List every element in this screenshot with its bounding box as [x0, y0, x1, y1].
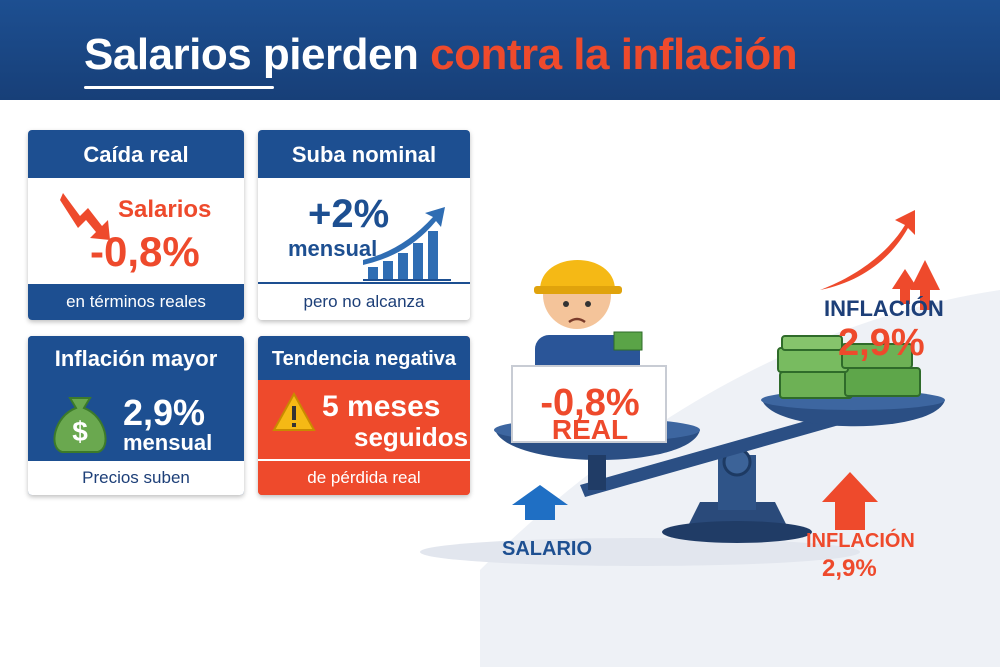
helmet	[540, 260, 615, 290]
illustration	[420, 210, 1000, 667]
money-bag: $	[53, 397, 107, 453]
trend-arrow	[820, 210, 915, 290]
card-unit: mensual	[123, 430, 213, 455]
card-footer: pero no alcanza	[258, 282, 470, 320]
svg-text:$: $	[72, 416, 88, 447]
card-figure: -0,8%	[90, 228, 200, 275]
up-arrow	[892, 269, 918, 304]
left-stem	[588, 455, 606, 490]
card-unit: seguidos	[354, 422, 469, 452]
title-highlight: contra la inflación	[430, 30, 798, 79]
warning-icon	[272, 392, 316, 431]
card-figure: 5 meses	[322, 390, 441, 423]
mouth	[568, 317, 586, 324]
card-title: Caída real	[28, 130, 244, 178]
card-figure: 2,9%	[123, 392, 206, 433]
sign-label: REAL	[551, 414, 629, 445]
inflation-arrow	[822, 472, 878, 530]
card: Caída real Salarios -0,8% en términos re…	[28, 130, 244, 320]
underline	[84, 86, 274, 89]
money	[777, 335, 921, 399]
card-unit: mensual	[288, 236, 378, 261]
inflation-title: INFLACIÓN	[824, 296, 944, 321]
up-arrow	[910, 260, 940, 310]
helmet-brim	[534, 286, 622, 294]
card-title: Tendencia negativa	[258, 336, 470, 380]
salario-arrow	[512, 485, 568, 520]
inflation-figure: 2,9%	[838, 322, 925, 364]
base-foot	[662, 521, 812, 543]
header	[0, 0, 1000, 100]
inflation-arrow-figure: 2,9%	[822, 555, 877, 582]
card-figure: +2%	[308, 192, 390, 236]
sign	[511, 365, 667, 443]
card-title: Suba nominal	[258, 130, 470, 178]
eye	[563, 301, 569, 307]
sign-figure: -0,8%	[540, 382, 640, 424]
card: Inflación mayor $ 2,9% mensual Precios s…	[28, 336, 244, 495]
growth-bars	[363, 207, 451, 281]
inflation-arrow-title: INFLACIÓN	[806, 530, 915, 552]
salario-label: SALARIO	[502, 538, 592, 560]
eye	[585, 301, 591, 307]
down-arrow	[60, 193, 110, 240]
title: Salarios pierden contra la inflación	[84, 30, 798, 80]
card-footer: en términos reales	[28, 284, 244, 320]
shadow	[420, 538, 860, 566]
bill	[613, 331, 643, 351]
card-subject: Salarios	[118, 196, 212, 223]
card: Suba nominal +2% mensual pero no alcanza	[258, 130, 470, 320]
card-title: Inflación mayor	[28, 336, 244, 380]
title-part: Salarios pierden	[84, 30, 419, 79]
card-footer: de pérdida real	[258, 459, 470, 495]
card-footer: Precios suben	[28, 461, 244, 495]
card: Tendencia negativa 5 meses seguidos de p…	[258, 336, 470, 495]
beam	[580, 400, 885, 497]
